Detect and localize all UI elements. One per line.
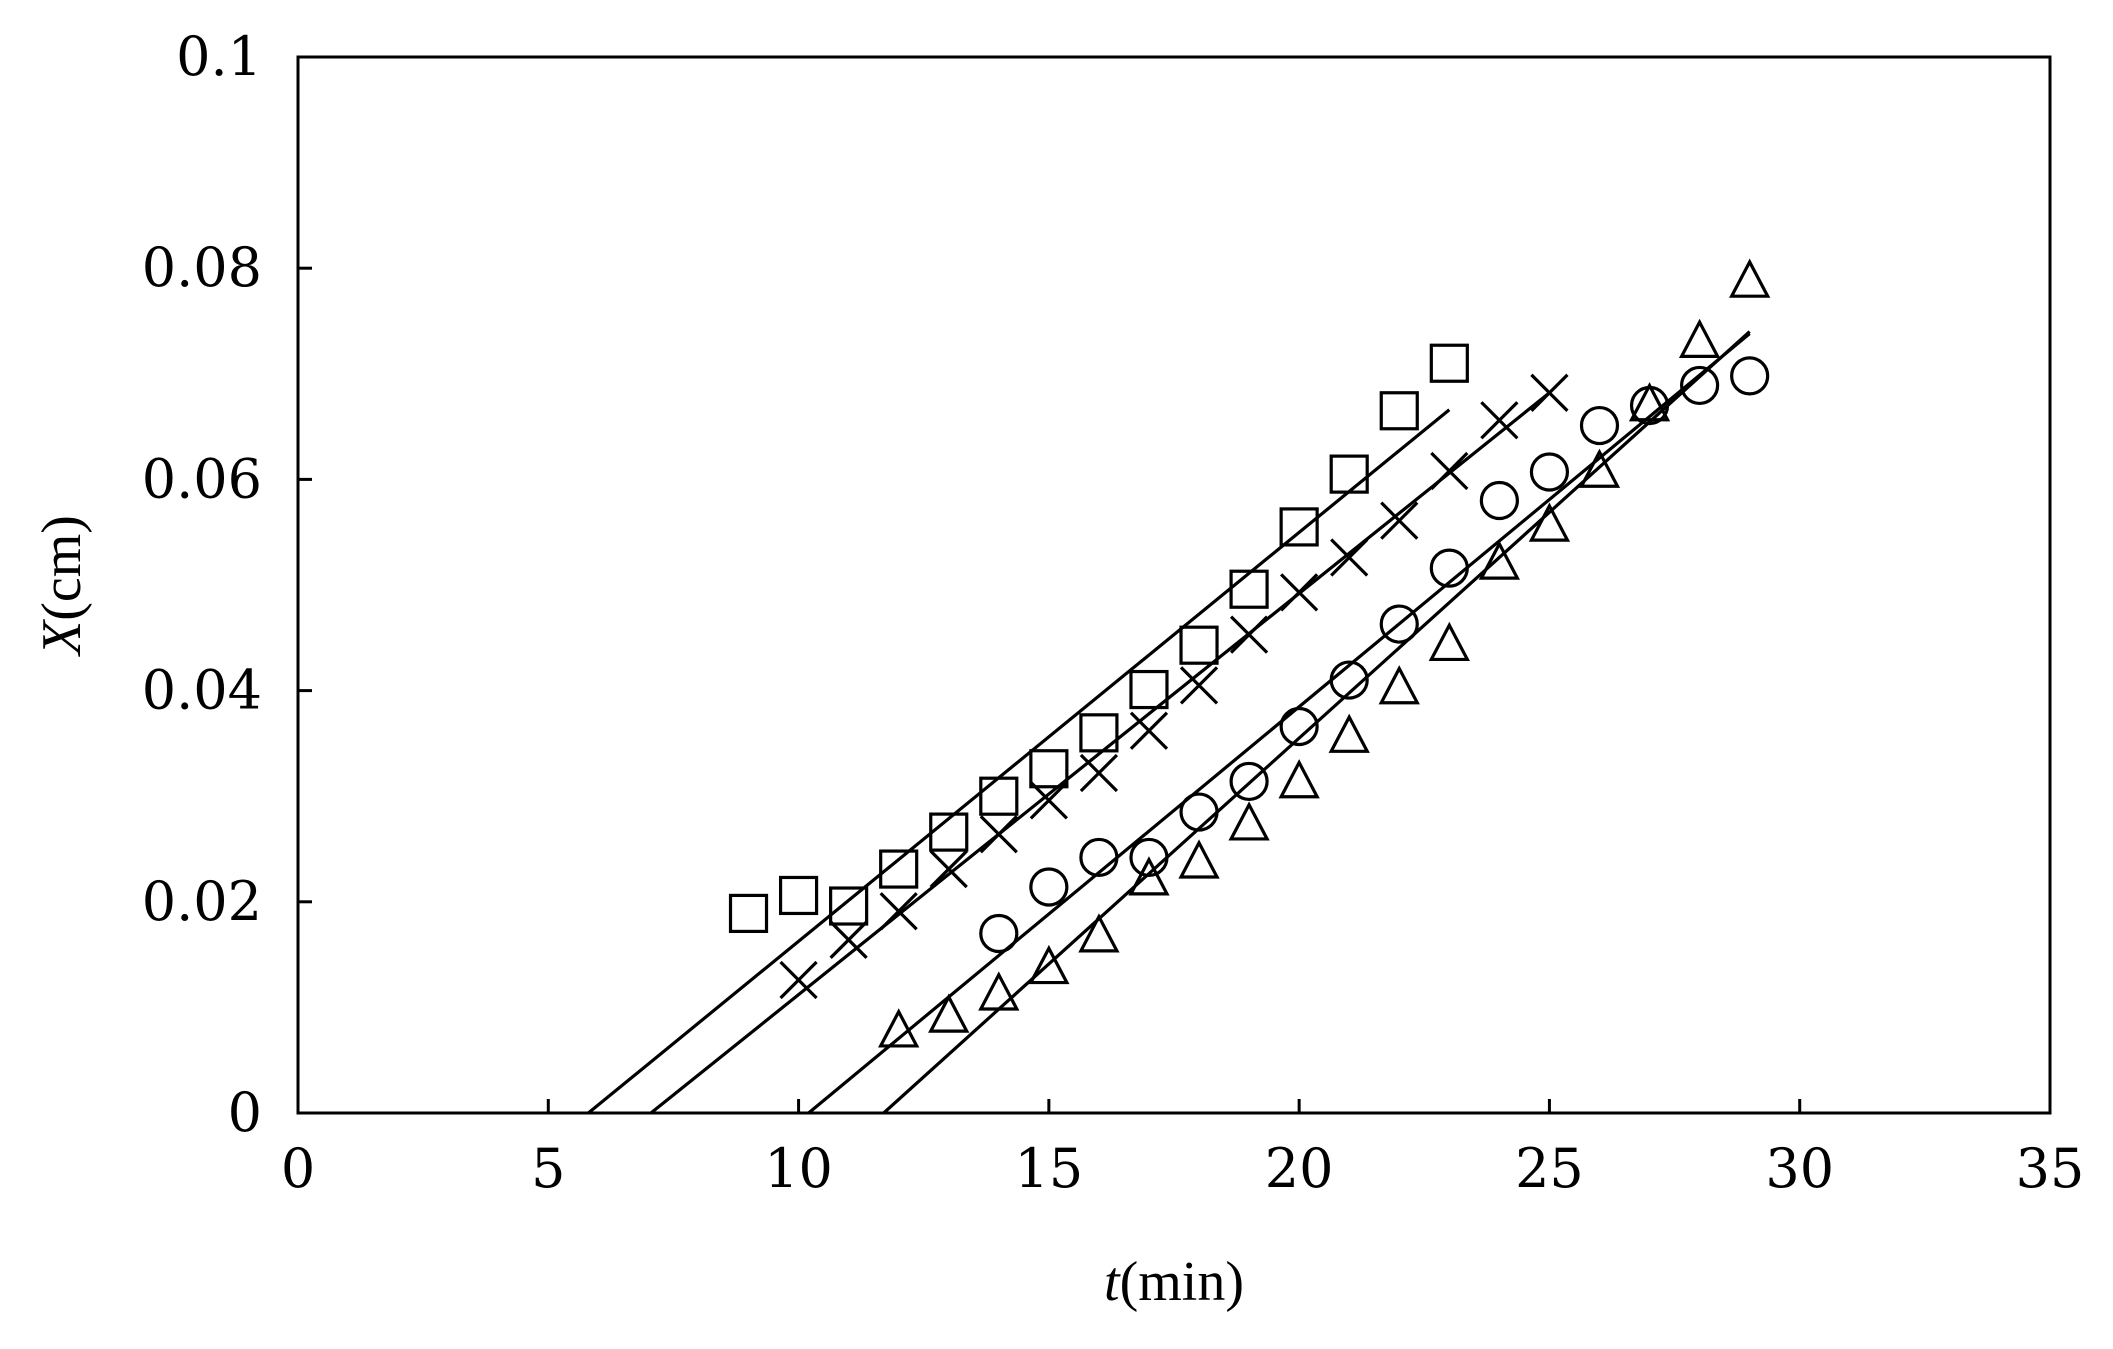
data-point-triangle — [978, 971, 1020, 1011]
y-axis-unit: (cm) — [31, 515, 93, 621]
data-point-triangle — [1078, 913, 1120, 953]
y-tick-label: 0.1 — [176, 25, 262, 88]
data-point-x — [779, 960, 818, 1000]
data-point-circle — [1029, 867, 1069, 907]
data-point-circle — [1129, 837, 1169, 878]
y-axis-variable: X — [31, 618, 93, 657]
data-point-triangle — [928, 993, 970, 1033]
data-point-circle — [1179, 792, 1219, 832]
data-point-circle — [979, 913, 1019, 954]
data-point-circle — [1479, 480, 1519, 521]
x-axis-variable: t — [1104, 1251, 1121, 1313]
data-point-triangle — [1128, 856, 1170, 896]
data-point-x — [929, 849, 968, 889]
y-tick-label: 0.06 — [142, 447, 262, 510]
data-point-square — [979, 776, 1019, 816]
data-point-triangle — [1428, 621, 1470, 662]
y-tick-label: 0.04 — [142, 659, 262, 722]
x-tick-label: 35 — [2016, 1137, 2085, 1200]
data-point-square — [1279, 507, 1319, 547]
data-point-triangle — [1678, 318, 1721, 358]
data-point-square — [829, 886, 869, 926]
data-point-square — [1329, 454, 1369, 494]
data-point-triangle — [1378, 665, 1420, 705]
y-axis-ticks: 0 0.02 0.04 0.06 0.08 0.1 — [142, 25, 312, 1144]
data-point-circle — [1730, 356, 1770, 396]
data-point-square — [1429, 343, 1469, 383]
data-point-circle — [1229, 761, 1269, 802]
y-tick-label: 0 — [228, 1081, 262, 1144]
data-point-circle — [1679, 365, 1720, 406]
data-point-triangle — [1578, 448, 1621, 488]
data-point-triangle — [1028, 944, 1070, 985]
data-point-x — [1179, 666, 1219, 705]
y-tick-label: 0.02 — [142, 870, 262, 933]
x-tick-label: 30 — [1765, 1137, 1834, 1200]
data-point-x — [829, 920, 868, 959]
data-point-x — [879, 892, 918, 931]
data-point-triangle — [1178, 839, 1220, 879]
data-point-square — [1129, 669, 1169, 710]
x-tick-label: 10 — [764, 1137, 833, 1200]
x-axis-ticks: 0 5 10 15 20 25 30 35 — [281, 1099, 2085, 1200]
x-tick-label: 20 — [1265, 1137, 1334, 1200]
x-tick-label: 25 — [1515, 1137, 1584, 1200]
data-point-square — [1179, 625, 1219, 665]
data-point-circle — [1279, 706, 1319, 747]
data-point-triangle — [1528, 502, 1571, 542]
data-point-square — [879, 849, 919, 889]
data-point-triangle — [878, 1008, 920, 1048]
data-point-square — [728, 893, 769, 934]
data-point-square — [778, 875, 819, 916]
data-point-circle — [1079, 837, 1119, 878]
data-point-triangle — [1328, 713, 1370, 753]
data-markers — [728, 258, 1771, 1048]
x-tick-label: 5 — [531, 1137, 565, 1200]
x-axis-unit: (min) — [1120, 1251, 1244, 1313]
fit-lines — [587, 330, 1751, 1115]
data-point-x — [1229, 615, 1269, 654]
data-point-x — [1079, 753, 1119, 793]
data-point-triangle — [1478, 540, 1521, 580]
x-tick-label: 15 — [1014, 1137, 1083, 1200]
data-point-x — [1280, 573, 1319, 612]
data-point-square — [1079, 713, 1119, 753]
data-point-triangle — [1729, 258, 1771, 298]
data-point-circle — [1329, 660, 1369, 700]
x-tick-label: 0 — [281, 1137, 315, 1200]
data-point-square — [929, 812, 969, 852]
data-point-x — [1480, 401, 1519, 440]
data-point-square — [1029, 749, 1069, 789]
data-point-triangle — [1228, 801, 1270, 841]
data-point-x — [1330, 538, 1369, 577]
data-point-circle — [1379, 604, 1419, 644]
data-point-circle — [1529, 452, 1570, 492]
data-point-square — [1379, 391, 1419, 431]
data-point-triangle — [1278, 759, 1320, 799]
y-axis-title: X(cm) — [31, 515, 93, 657]
data-point-circle — [1429, 548, 1469, 588]
fit-line-square — [587, 408, 1451, 1115]
data-point-circle — [1579, 405, 1620, 446]
data-point-x — [979, 815, 1018, 854]
data-point-x — [1029, 781, 1068, 820]
y-tick-label: 0.08 — [142, 236, 262, 299]
data-point-triangle — [1628, 382, 1671, 422]
data-point-x — [1530, 373, 1569, 412]
data-point-x — [1430, 451, 1469, 491]
x-axis-title: t(min) — [1104, 1251, 1244, 1313]
plot-area-frame — [296, 55, 2052, 1115]
data-point-x — [1380, 501, 1419, 540]
fit-line-x — [649, 391, 1551, 1115]
data-point-square — [1229, 569, 1269, 609]
data-point-x — [1129, 711, 1169, 750]
